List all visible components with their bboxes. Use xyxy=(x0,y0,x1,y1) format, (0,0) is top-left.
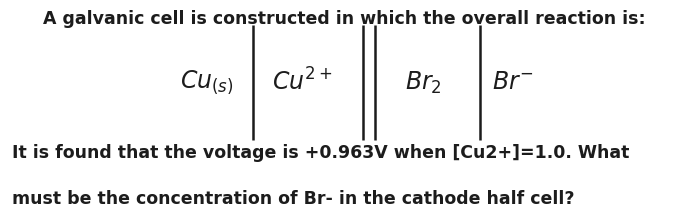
Text: It is found that the voltage is +0.963V when [Cu2+]=1.0. What: It is found that the voltage is +0.963V … xyxy=(12,144,630,162)
Text: $\mathit{Cu}^{2+}$: $\mathit{Cu}^{2+}$ xyxy=(272,69,333,96)
Text: $\mathit{Br}_2$: $\mathit{Br}_2$ xyxy=(405,69,442,96)
Text: $\mathit{Cu}_{(s)}$: $\mathit{Cu}_{(s)}$ xyxy=(180,69,233,96)
Text: A galvanic cell is constructed in which the overall reaction is:: A galvanic cell is constructed in which … xyxy=(43,10,645,28)
Text: $\mathit{Br}^{-}$: $\mathit{Br}^{-}$ xyxy=(492,70,533,94)
Text: must be the concentration of Br- in the cathode half cell?: must be the concentration of Br- in the … xyxy=(12,190,575,206)
